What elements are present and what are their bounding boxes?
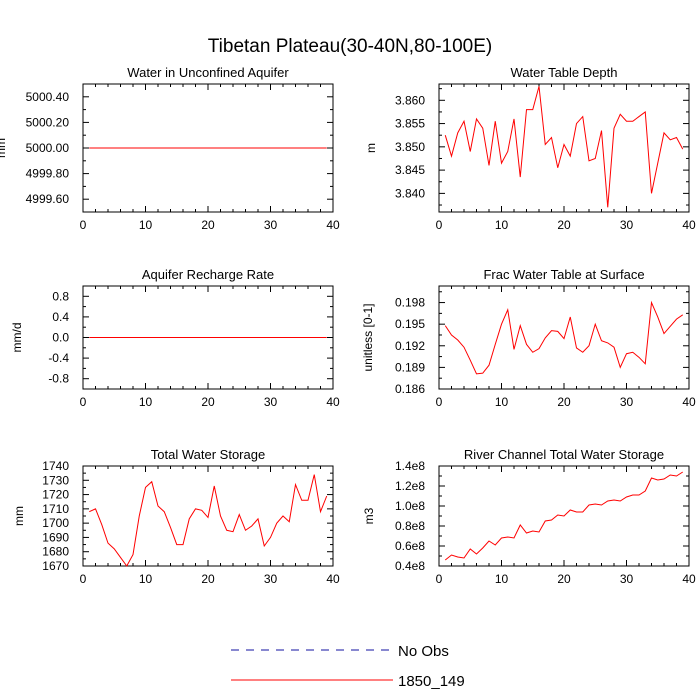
y-tick-label: 1730 (42, 473, 69, 487)
x-tick-label: 20 (557, 572, 571, 586)
y-tick-label: 5000.00 (26, 141, 70, 155)
y-tick-label: 0.186 (395, 382, 425, 396)
y-tick-label: 1690 (42, 530, 69, 544)
y-tick-label: 1670 (42, 559, 69, 573)
y-tick-label: 4999.60 (26, 192, 70, 206)
y-tick-label: 1680 (42, 545, 69, 559)
panel-frac-water-table-at-surface: Frac Water Table at Surface 0 10 20 30 40 0.18… (361, 267, 696, 409)
x-tick-label: 20 (557, 395, 571, 409)
x-tick-label: 20 (201, 572, 215, 586)
x-tick-label: 0 (436, 572, 443, 586)
series-line-1850-149 (444, 86, 684, 208)
y-tick-label: 0.0 (52, 331, 69, 345)
x-tick-label: 0 (80, 218, 87, 232)
x-tick-label: 20 (201, 395, 215, 409)
x-tick-label: 10 (139, 572, 153, 586)
y-tick-label: 3.850 (395, 140, 425, 154)
y-tick-label: 3.845 (395, 163, 425, 177)
y-tick-label: 1720 (42, 488, 69, 502)
panel-water-table-depth: Water Table Depth 0 10 20 30 40 3.840 3.845 3.85… (364, 65, 696, 232)
y-tick-label: 0.189 (395, 360, 425, 374)
x-tick-label: 40 (326, 395, 340, 409)
x-tick-label: 10 (495, 572, 509, 586)
x-tick-label: 30 (264, 218, 278, 232)
x-tick-label: 10 (139, 218, 153, 232)
x-tick-label: 10 (495, 395, 509, 409)
y-axis-label: mm (0, 138, 8, 158)
panel-title: Aquifer Recharge Rate (142, 267, 274, 282)
y-tick-label: 0.4e8 (395, 559, 425, 573)
x-tick-label: 10 (139, 395, 153, 409)
y-tick-label: 0.8e8 (395, 519, 425, 533)
y-axis-label: mm/d (10, 323, 24, 353)
panel-total-water-storage: Total Water Storage 0 10 20 30 40 167016801690… (12, 447, 340, 586)
x-tick-label: 30 (620, 572, 634, 586)
x-tick-label: 0 (80, 572, 87, 586)
x-tick-label: 30 (264, 572, 278, 586)
panel-title: Water in Unconfined Aquifer (127, 65, 289, 80)
legend-label-no-obs: No Obs (398, 643, 449, 660)
x-tick-label: 30 (620, 395, 634, 409)
y-tick-label: 1740 (42, 459, 69, 473)
y-axis-label: m (364, 143, 378, 153)
x-tick-label: 0 (80, 395, 87, 409)
x-tick-label: 40 (326, 218, 340, 232)
x-tick-label: 20 (557, 218, 571, 232)
y-tick-label: 0.6e8 (395, 539, 425, 553)
x-tick-label: 0 (436, 218, 443, 232)
y-tick-label: 5000.40 (26, 90, 70, 104)
y-tick-label: 3.855 (395, 117, 425, 131)
y-tick-label: 1.2e8 (395, 479, 425, 493)
y-tick-label: 0.8 (52, 289, 69, 303)
y-axis-label: mm (12, 506, 26, 526)
y-tick-label: -0.4 (48, 351, 69, 365)
y-axis-label: unitless [0-1] (361, 303, 375, 371)
panel-water-in-unconfined-aquifer: Water in Unconfined Aquifer 0 10 20 30 40 4999… (0, 65, 340, 232)
x-tick-label: 40 (682, 395, 696, 409)
y-tick-label: 1.0e8 (395, 499, 425, 513)
legend: No Obs 1850_149 (231, 643, 465, 690)
y-tick-label: 3.860 (395, 93, 425, 107)
x-tick-label: 0 (436, 395, 443, 409)
x-tick-label: 40 (682, 218, 696, 232)
panel-aquifer-recharge-rate: Aquifer Recharge Rate 0 10 20 30 40 -0.8 -0.4 0.… (10, 267, 340, 409)
series-line-1850-149 (89, 474, 328, 567)
y-tick-label: 5000.20 (26, 115, 70, 129)
series-line-1850-149 (444, 471, 684, 561)
figure-title: Tibetan Plateau(30-40N,80-100E) (208, 36, 492, 57)
panel-title: Total Water Storage (151, 447, 265, 462)
y-tick-label: 1.4e8 (395, 459, 425, 473)
y-tick-label: -0.8 (48, 372, 69, 386)
y-tick-label: 1700 (42, 516, 69, 530)
y-tick-label: 4999.80 (26, 167, 70, 181)
legend-label-1850-149: 1850_149 (398, 673, 465, 690)
y-tick-label: 3.840 (395, 186, 425, 200)
y-tick-label: 1710 (42, 502, 69, 516)
panel-title: Frac Water Table at Surface (483, 267, 644, 282)
x-tick-label: 10 (495, 218, 509, 232)
y-tick-label: 0.198 (395, 296, 425, 310)
series-line-1850-149 (444, 300, 684, 375)
y-tick-label: 0.195 (395, 317, 425, 331)
x-tick-label: 30 (264, 395, 278, 409)
panel-title: Water Table Depth (511, 65, 618, 80)
panel-title: River Channel Total Water Storage (464, 447, 664, 462)
panel-river-channel-total-water-storage: River Channel Total Water Storage 0 10 20 30… (362, 447, 696, 586)
y-tick-label: 0.4 (52, 310, 69, 324)
x-tick-label: 40 (682, 572, 696, 586)
y-axis-label: m3 (362, 507, 376, 524)
x-tick-label: 40 (326, 572, 340, 586)
y-tick-label: 0.192 (395, 339, 425, 353)
x-tick-label: 20 (201, 218, 215, 232)
x-tick-label: 30 (620, 218, 634, 232)
